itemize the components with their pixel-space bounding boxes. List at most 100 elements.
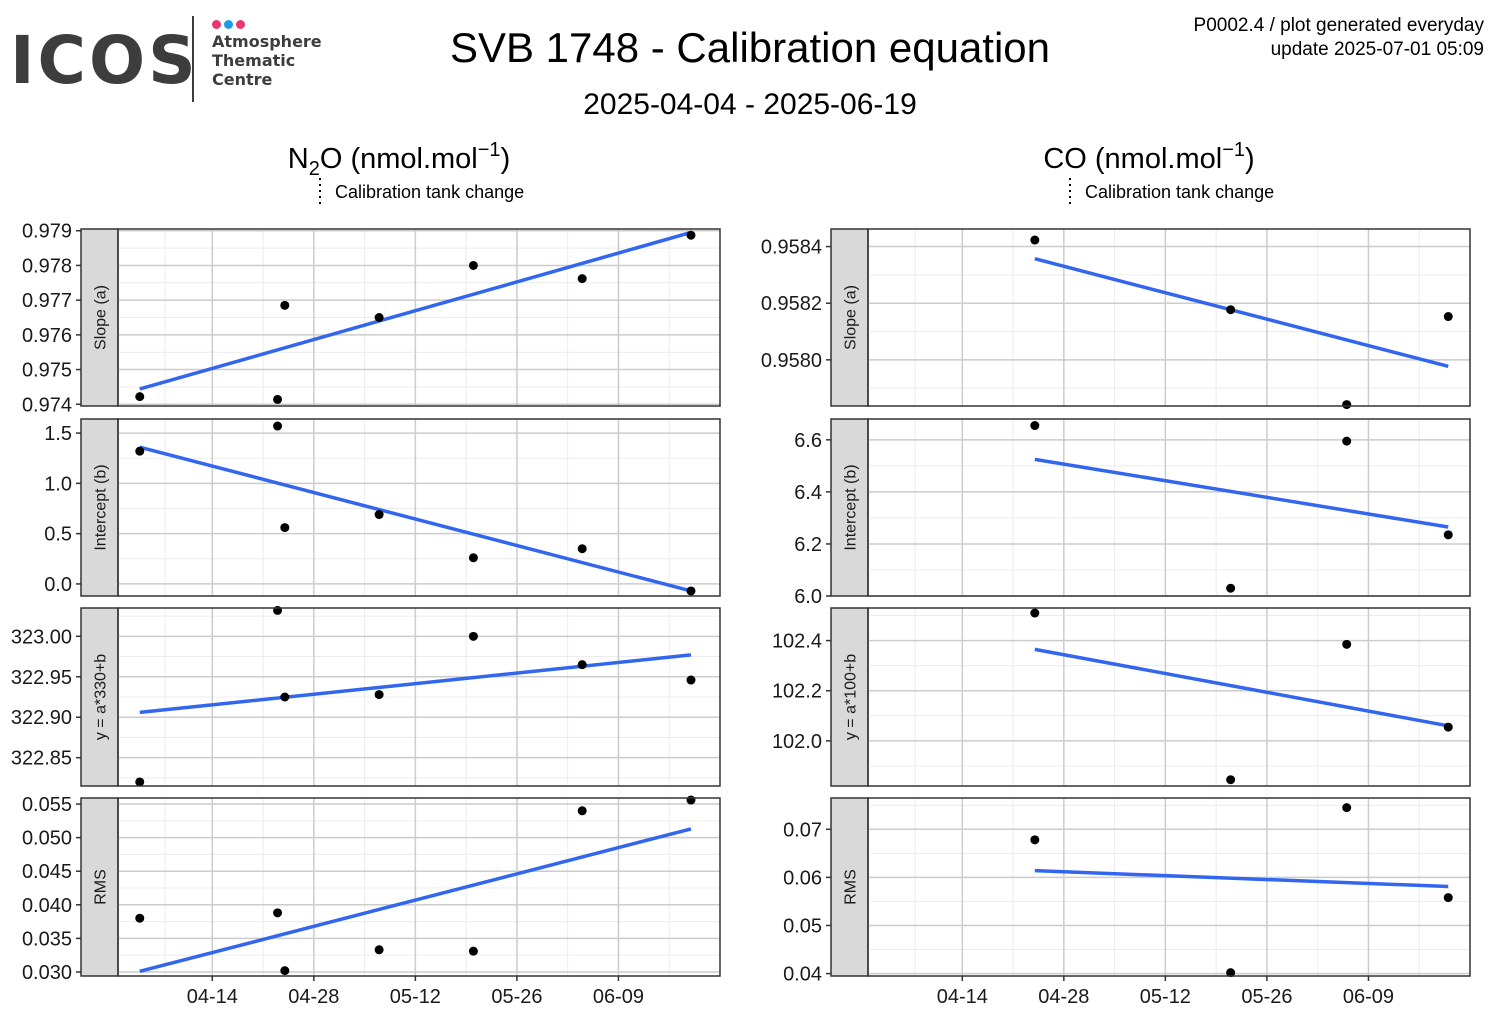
logo-line-1: Atmosphere bbox=[212, 32, 322, 51]
panel-border bbox=[867, 228, 1471, 407]
chart-column-1: N2O (nmol.mol−1)Calibration tank change S… bbox=[11, 139, 721, 1008]
x-tick-label: 06-09 bbox=[1343, 986, 1394, 1008]
y-tick-label: 6.0 bbox=[794, 586, 822, 608]
logo-dot-blue bbox=[224, 20, 233, 29]
y-tick-label: 1.5 bbox=[44, 423, 72, 445]
legend-label: Calibration tank change bbox=[335, 182, 524, 202]
data-point bbox=[577, 544, 587, 554]
column-title: N2O (nmol.mol−1) bbox=[288, 139, 510, 180]
data-point bbox=[1443, 722, 1453, 732]
strip-label: Intercept (b) bbox=[93, 464, 110, 550]
plot-meta-line-2: update 2025-07-01 05:09 bbox=[1270, 39, 1484, 60]
panel-2: Intercept (b) 0.0 0.5 1.0 1.5 bbox=[44, 418, 721, 597]
y-tick-label: 102.0 bbox=[772, 731, 822, 753]
fit-line bbox=[139, 230, 692, 391]
strip-box bbox=[80, 228, 119, 407]
strip-label: Slope (a) bbox=[843, 285, 860, 350]
y-tick-label: 322.95 bbox=[11, 667, 72, 689]
data-point bbox=[1342, 803, 1352, 813]
data-point bbox=[374, 313, 384, 322]
panel-border bbox=[117, 797, 721, 977]
data-point bbox=[135, 777, 145, 787]
data-point bbox=[1342, 436, 1352, 446]
y-tick-label: 102.2 bbox=[772, 681, 822, 703]
strip-label: RMS bbox=[93, 869, 110, 905]
data-point bbox=[135, 392, 145, 402]
y-tick-label: 0.04 bbox=[783, 964, 822, 986]
data-point bbox=[1030, 608, 1040, 618]
data-point bbox=[686, 230, 696, 240]
y-tick-label: 0.055 bbox=[22, 794, 72, 816]
y-tick-label: 102.4 bbox=[772, 631, 822, 653]
data-point bbox=[468, 260, 478, 270]
x-tick-label: 06-09 bbox=[593, 986, 644, 1008]
y-tick-label: 0.9584 bbox=[761, 237, 822, 259]
data-point bbox=[273, 421, 283, 431]
panel-2: Intercept (b) 6.0 6.2 6.4 6.6 bbox=[794, 418, 1471, 608]
y-tick-label: 0.9580 bbox=[761, 350, 822, 372]
icos-logo: ICOS Atmosphere Thematic Centre bbox=[10, 14, 330, 106]
x-tick-label: 05-12 bbox=[1140, 986, 1191, 1008]
plot-meta: P0002.4 / plot generated everyday update… bbox=[1194, 14, 1484, 62]
logo-dot-pink bbox=[212, 20, 221, 29]
fit-line bbox=[139, 827, 692, 973]
panel-1: Slope (a) 0.974 0.975 0.976 0.977 0.978 0.979 bbox=[22, 221, 721, 416]
data-point bbox=[374, 690, 384, 700]
x-tick-label: 04-14 bbox=[187, 986, 238, 1008]
strip-label: Slope (a) bbox=[93, 285, 110, 350]
data-point bbox=[468, 631, 478, 641]
data-point bbox=[577, 806, 587, 816]
y-tick-label: 0.976 bbox=[22, 325, 72, 347]
data-point bbox=[468, 553, 478, 563]
strip-box bbox=[830, 418, 869, 597]
data-point bbox=[374, 510, 384, 520]
strip-label: y = a*100+b bbox=[843, 654, 860, 740]
chart-column-2: CO (nmol.mol−1) Calibration tank change Sl… bbox=[761, 139, 1471, 1008]
data-point bbox=[468, 946, 478, 956]
data-point bbox=[1226, 775, 1236, 785]
y-tick-label: 0.974 bbox=[22, 394, 72, 416]
data-point bbox=[374, 945, 384, 955]
fit-line bbox=[1034, 257, 1449, 369]
y-tick-label: 0.06 bbox=[783, 867, 822, 889]
y-tick-label: 0.975 bbox=[22, 360, 72, 382]
data-point bbox=[273, 394, 283, 404]
y-tick-label: 0.978 bbox=[22, 255, 72, 277]
data-point bbox=[280, 966, 290, 976]
data-point bbox=[280, 523, 290, 533]
logo-dots bbox=[212, 16, 248, 34]
data-point bbox=[686, 675, 696, 685]
logo-text: Atmosphere Thematic Centre bbox=[212, 32, 322, 89]
data-point bbox=[1030, 235, 1040, 245]
y-tick-label: 0.0 bbox=[44, 574, 72, 596]
panel-border bbox=[867, 418, 1471, 597]
strip-box bbox=[830, 228, 869, 407]
panel-1: Slope (a) 0.9580 0.9582 0.9584 bbox=[761, 228, 1471, 410]
y-tick-label: 0.050 bbox=[22, 828, 72, 850]
y-tick-label: 0.9582 bbox=[761, 293, 822, 315]
data-point bbox=[1342, 639, 1352, 649]
column-title: CO (nmol.mol−1) bbox=[1043, 139, 1254, 175]
panel-border bbox=[117, 607, 721, 787]
data-point bbox=[135, 913, 145, 923]
fit-line bbox=[1034, 647, 1449, 728]
x-tick-label: 04-28 bbox=[1038, 986, 1089, 1008]
data-point bbox=[1226, 583, 1236, 593]
y-tick-label: 6.4 bbox=[794, 482, 822, 504]
y-tick-label: 0.5 bbox=[44, 524, 72, 546]
plot-meta-line-1: P0002.4 / plot generated everyday bbox=[1193, 15, 1484, 36]
y-tick-label: 322.85 bbox=[11, 748, 72, 770]
y-tick-label: 1.0 bbox=[44, 473, 72, 495]
data-point bbox=[1342, 400, 1352, 410]
fit-line bbox=[139, 653, 692, 715]
data-point bbox=[1030, 421, 1040, 431]
strip-box bbox=[80, 418, 119, 597]
data-point bbox=[1443, 893, 1453, 903]
strip-label: RMS bbox=[843, 869, 860, 905]
y-tick-label: 0.045 bbox=[22, 861, 72, 883]
panel-4: RMS 0.04 0.05 0.06 0.07 bbox=[783, 797, 1471, 986]
fit-line bbox=[1034, 868, 1449, 889]
panel-border bbox=[117, 418, 721, 597]
data-point bbox=[1443, 312, 1453, 322]
data-point bbox=[686, 586, 696, 596]
